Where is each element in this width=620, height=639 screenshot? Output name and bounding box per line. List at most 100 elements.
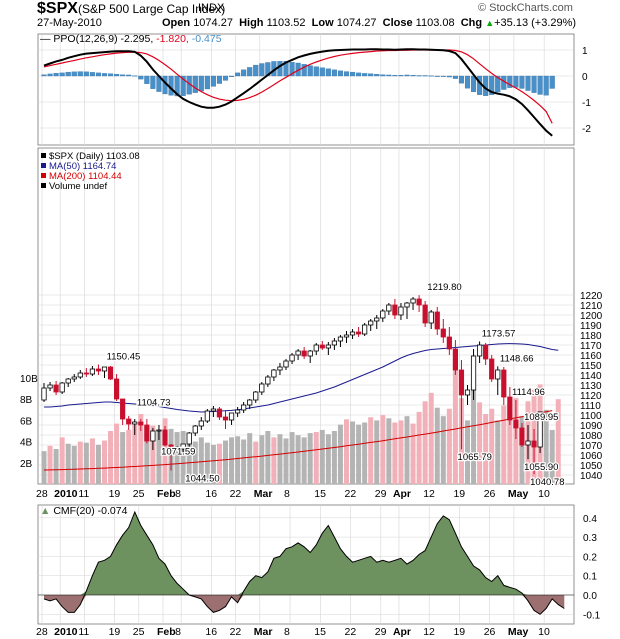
cmf-x-tick-label: 11	[78, 626, 89, 638]
cmf-y-tick-label: 0.1	[583, 572, 597, 583]
ppo-histogram-bar	[464, 75, 471, 89]
high-label: High	[239, 17, 264, 29]
ppo-histogram-bar	[440, 75, 446, 77]
price-annotation: 1150.45	[107, 352, 141, 363]
price-y-tick-label: 1060	[580, 451, 603, 462]
ma200-line	[43, 410, 553, 471]
price-y-tick-label: 1210	[580, 301, 603, 312]
ppo-histogram-bar	[428, 75, 434, 77]
ppo-histogram-bar	[59, 72, 65, 77]
volume-bar	[434, 407, 440, 484]
ppo-y-tick-label: -1	[582, 98, 591, 109]
volume-bar	[356, 424, 362, 484]
ppo-histogram-bar	[277, 61, 283, 77]
price-y-tick-label: 1220	[580, 291, 603, 302]
volume-bar	[398, 420, 404, 484]
candle-body	[289, 354, 295, 362]
cmf-x-tick-label: 29	[375, 626, 387, 638]
price-y-tick-label: 1130	[580, 381, 602, 392]
ppo-histogram-bar	[65, 71, 71, 77]
volume-bar	[410, 423, 416, 484]
cmf-x-tick-label: 8	[284, 626, 290, 638]
ppo-histogram-bar	[416, 75, 422, 77]
volume-bar	[392, 422, 398, 484]
price-x-tick-label: 8	[175, 488, 181, 500]
cmf-x-tick-label: 26	[484, 626, 496, 638]
candle-body	[501, 369, 507, 398]
price-x-tick-label: 19	[453, 488, 465, 500]
price-annotation: 1114.96	[512, 387, 545, 398]
candle-body	[192, 425, 198, 434]
candle-body	[65, 378, 71, 384]
volume-bar	[374, 420, 380, 484]
ppo-histogram-bar	[531, 75, 537, 93]
candle-body	[440, 328, 446, 338]
ppo-histogram-bar	[434, 75, 440, 77]
volume-bar	[174, 432, 180, 484]
volume-bar	[83, 442, 89, 484]
candle-body	[89, 368, 95, 375]
cmf-y-tick-label: 0.3	[583, 533, 597, 544]
volume-bar	[477, 402, 483, 484]
candle-body	[77, 372, 83, 378]
ppo-histogram-bar	[204, 75, 210, 90]
price-annotation: 1044.50	[185, 474, 219, 485]
cmf-legend-name: CMF(20)	[53, 505, 97, 517]
ppo-histogram-bar	[132, 75, 138, 77]
ppo-histogram-bar	[120, 74, 126, 77]
ppo-histogram-bar	[114, 74, 120, 77]
ppo-histogram-bar	[313, 66, 319, 77]
price-legend-swatch	[41, 163, 46, 168]
candle-body	[313, 344, 319, 352]
price-x-tick-label: 19	[109, 488, 121, 500]
ppo-histogram-bar	[368, 73, 374, 77]
ppo-histogram-bar	[319, 67, 325, 77]
candle-body	[101, 366, 108, 372]
candle-body	[59, 382, 65, 393]
candle-body	[138, 421, 144, 426]
ppo-legend-ppo-value: -2.295,	[121, 33, 157, 45]
chart-header: $SPX (S&P 500 Large Cap Index) INDX © St…	[0, 0, 620, 34]
ppo-histogram-bar	[349, 71, 356, 77]
candle-body	[362, 324, 368, 335]
volume-bar	[404, 416, 410, 484]
ppo-histogram-bar	[47, 73, 53, 77]
ppo-histogram-bar	[356, 72, 362, 77]
price-x-tick-label: 22	[345, 488, 357, 500]
date-label: 27-May-2010	[37, 17, 102, 29]
price-y-tick-label: 1110	[580, 401, 601, 412]
ppo-histogram-bar	[228, 75, 235, 77]
ppo-histogram-bar	[77, 71, 83, 77]
price-y-tick-label: 1070	[580, 441, 603, 452]
candle-body	[537, 411, 543, 448]
volume-bar	[362, 422, 368, 484]
volume-bar	[386, 418, 392, 484]
cmf-line	[43, 510, 565, 615]
ppo-histogram-bar	[386, 74, 392, 77]
volume-bar	[89, 438, 95, 484]
candle-body	[464, 389, 471, 396]
price-x-tick-label: 29	[375, 488, 387, 500]
candle-body	[132, 421, 138, 425]
volume-bar	[344, 419, 349, 484]
price-y-tick-label: 1040	[580, 471, 603, 482]
volume-bar	[331, 431, 337, 484]
volume-bar	[204, 442, 210, 484]
ppo-histogram-bar	[138, 75, 144, 80]
open-label: Open	[162, 17, 191, 29]
quote-line: Open 1074.27 High 1103.52 Low 1074.27 Cl…	[162, 17, 576, 29]
price-legend-swatch	[41, 173, 46, 178]
price-annotation: 1071.59	[161, 446, 195, 457]
candle-body	[210, 408, 216, 412]
price-x-tick-label: 28	[36, 488, 48, 500]
ppo-histogram-bar	[198, 75, 204, 92]
low-value: 1074.27	[336, 17, 377, 29]
volume-bar	[289, 432, 295, 484]
volume-bar	[422, 401, 428, 484]
candle-body	[392, 304, 398, 316]
price-legend-entry: Volume undef	[49, 181, 107, 192]
ppo-histogram-bar	[513, 75, 519, 88]
candle-body	[337, 336, 344, 342]
cmf-legend: ▲ CMF(20) -0.074	[40, 505, 128, 517]
